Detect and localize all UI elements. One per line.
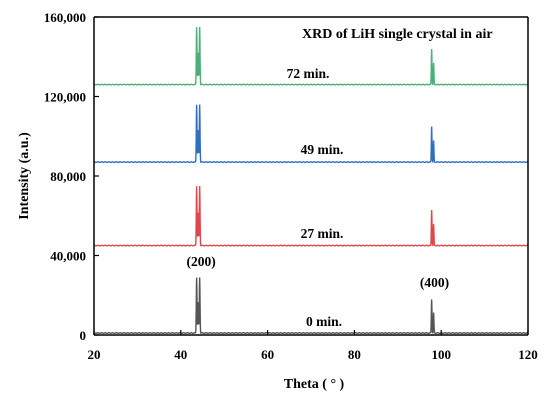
x-tick-label: 60 (261, 347, 274, 362)
y-tick-label: 40,000 (50, 249, 86, 264)
x-tick-label: 20 (88, 347, 101, 362)
y-ticks: 0 40,000 80,000 120,000 160,000 (44, 10, 99, 343)
peak-labels: (200) (400) (187, 254, 450, 290)
series-label: 72 min. (287, 66, 330, 81)
peak-label: (200) (187, 254, 216, 269)
y-tick-label: 120,000 (44, 90, 86, 105)
series-label: 0 min. (306, 314, 342, 329)
series-line-1 (93, 185, 529, 247)
series-labels: 0 min. 27 min. 49 min. 72 min. (287, 66, 344, 329)
x-tick-label: 80 (348, 347, 361, 362)
x-ticks: 20 40 60 80 100 120 (88, 330, 538, 362)
y-tick-label: 160,000 (44, 10, 86, 25)
series-line-0 (93, 277, 529, 335)
x-axis-title: Theta ( ° ) (284, 377, 345, 392)
y-axis-title: Intensity (a.u.) (17, 132, 32, 220)
x-tick-label: 100 (431, 347, 451, 362)
peak-label: (400) (420, 275, 449, 290)
series-line-3 (93, 26, 529, 86)
chart-title: XRD of LiH single crystal in air (302, 27, 493, 42)
y-tick-label: 0 (80, 328, 87, 343)
series-line-2 (93, 104, 529, 164)
series-group (93, 26, 529, 335)
x-tick-label: 40 (174, 347, 187, 362)
series-label: 49 min. (301, 142, 344, 157)
series-label: 27 min. (301, 226, 344, 241)
y-tick-label: 80,000 (50, 169, 86, 184)
x-tick-label: 120 (518, 347, 538, 362)
